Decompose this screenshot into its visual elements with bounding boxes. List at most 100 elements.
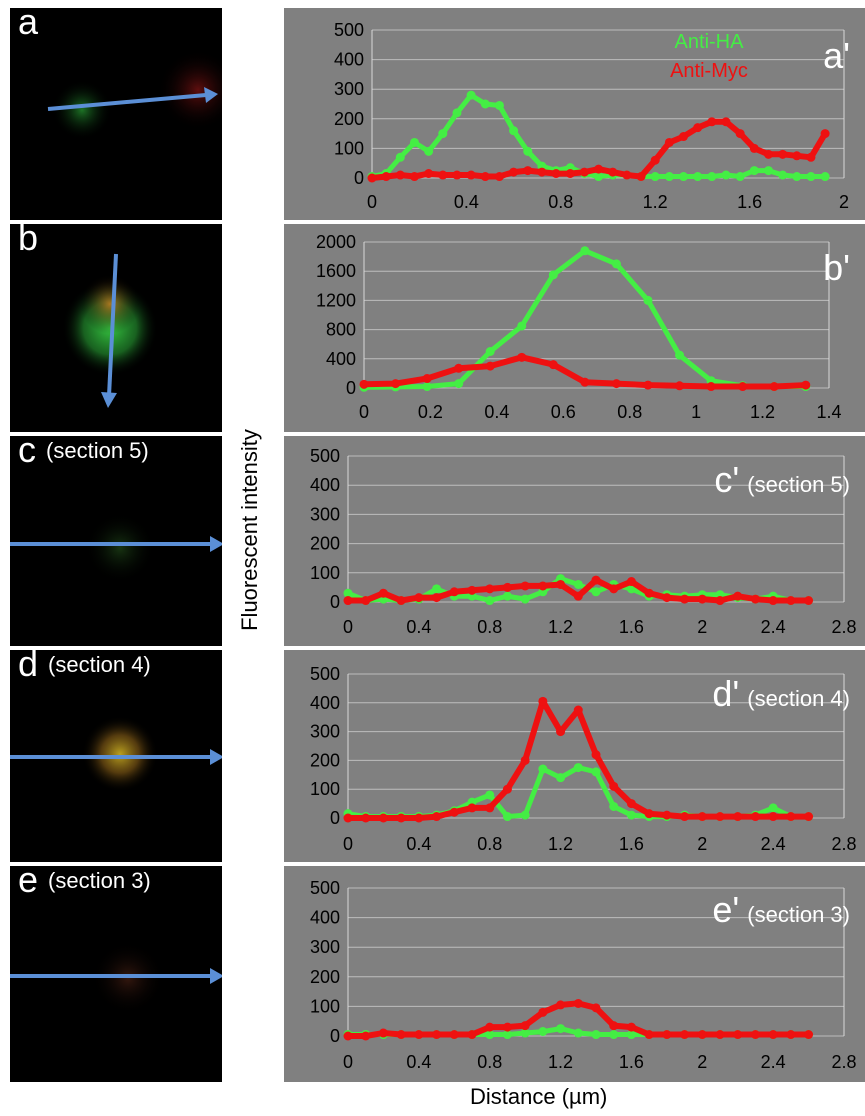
data-point-anti-ha [548, 270, 558, 280]
y-tick-label: 400 [334, 50, 364, 70]
data-point-anti-ha [675, 350, 685, 360]
x-tick-label: 1.6 [619, 617, 644, 637]
chart-panel-label: b' [823, 247, 850, 288]
data-point-anti-ha [768, 803, 778, 813]
x-tick-label: 2.4 [761, 834, 786, 854]
y-tick-label: 1200 [316, 290, 356, 310]
data-point-anti-ha [494, 100, 504, 110]
line-chart-e: 0 100 200 300 400 500 0 0.4 0.8 1.2 1.6 2 2.4 2.8 e' (s… [310, 878, 857, 1072]
y-tick-label: 300 [310, 937, 340, 957]
x-tick-label: 2 [839, 192, 849, 212]
x-tick-label: 2 [697, 1052, 707, 1072]
x-tick-label: 1.4 [816, 402, 841, 422]
data-point-anti-myc [611, 379, 621, 389]
micro-panel-b: b [10, 224, 222, 432]
data-point-anti-myc [454, 363, 464, 373]
data-point-anti-myc [735, 129, 745, 139]
data-point-anti-ha [573, 1028, 583, 1038]
data-point-anti-myc [396, 813, 406, 823]
y-tick-label: 2000 [316, 232, 356, 252]
data-point-anti-ha [556, 1024, 566, 1034]
x-tick-label: 2.4 [761, 617, 786, 637]
data-point-anti-myc [664, 137, 674, 147]
y-tick-label: 400 [310, 475, 340, 495]
x-tick-label: 1.2 [643, 192, 668, 212]
data-point-anti-myc [485, 803, 495, 813]
panel-label-b: b [18, 224, 39, 258]
data-point-anti-myc [395, 170, 405, 180]
data-point-anti-ha [778, 170, 788, 180]
data-point-anti-myc [414, 593, 424, 603]
line-chart-a: 0 100 200 300 400 500 0 0.4 0.8 1.2 1.6 2 a' Anti-HA A… [334, 20, 850, 212]
y-tick-label: 200 [310, 967, 340, 987]
data-point-anti-myc [804, 596, 814, 606]
data-point-anti-myc [721, 117, 731, 127]
data-point-anti-ha [693, 172, 703, 182]
data-point-anti-myc [579, 167, 589, 177]
y-tick-label: 100 [310, 563, 340, 583]
data-point-anti-myc [467, 585, 477, 595]
data-point-anti-ha [556, 773, 566, 783]
data-point-anti-myc [768, 812, 778, 822]
data-point-anti-ha [432, 584, 442, 594]
x-tick-label: 1 [691, 402, 701, 422]
panel-label-e: e (section 3) [18, 866, 151, 900]
data-point-anti-ha [502, 812, 512, 822]
data-point-anti-myc [733, 591, 743, 601]
data-point-anti-myc [520, 755, 530, 765]
data-point-anti-myc [538, 1007, 548, 1017]
data-point-anti-ha [485, 790, 495, 800]
y-tick-label: 0 [330, 592, 340, 612]
data-point-anti-myc [786, 596, 796, 606]
data-point-anti-myc [438, 170, 448, 180]
data-point-anti-myc [343, 596, 353, 606]
data-point-anti-ha [664, 172, 674, 182]
data-point-anti-ha [520, 594, 530, 604]
x-tick-label: 0.6 [551, 402, 576, 422]
data-point-anti-myc [680, 1030, 690, 1040]
data-point-anti-ha [820, 172, 830, 182]
y-tick-label: 100 [310, 996, 340, 1016]
data-point-anti-myc [786, 1030, 796, 1040]
data-point-anti-myc [523, 166, 533, 176]
data-point-anti-ha [422, 382, 432, 392]
data-point-anti-myc [768, 1030, 778, 1040]
data-point-anti-myc [414, 813, 424, 823]
data-point-anti-myc [414, 1030, 424, 1040]
data-point-anti-myc [556, 727, 566, 737]
data-point-anti-myc [644, 1030, 654, 1040]
data-point-anti-ha [591, 587, 601, 597]
y-tick-label: 200 [334, 109, 364, 129]
panel-label-d: d (section 4) [18, 650, 151, 684]
data-point-anti-ha [485, 347, 495, 356]
data-point-anti-myc [644, 588, 654, 598]
data-point-anti-myc [485, 1022, 495, 1032]
x-tick-label: 0.8 [617, 402, 642, 422]
y-tick-label: 200 [310, 534, 340, 554]
data-point-anti-ha [735, 172, 745, 182]
data-point-anti-myc [626, 799, 636, 809]
data-point-anti-myc [707, 117, 717, 127]
data-point-anti-ha [438, 129, 448, 139]
data-point-anti-myc [591, 750, 601, 760]
data-point-anti-ha [523, 146, 533, 156]
plot-panel-e: 0 100 200 300 400 500 0 0.4 0.8 1.2 1.6 2 2.4 2.8 e' (s… [284, 866, 865, 1082]
data-point-anti-ha [502, 1030, 512, 1040]
data-point-anti-ha [792, 172, 802, 182]
data-point-anti-myc [556, 579, 566, 589]
data-point-anti-myc [697, 1030, 707, 1040]
data-point-anti-myc [343, 1031, 353, 1041]
data-point-anti-ha [485, 1030, 495, 1040]
data-point-anti-myc [609, 1021, 619, 1031]
y-tick-label: 0 [330, 1026, 340, 1046]
x-tick-label: 0.4 [406, 1052, 431, 1072]
data-point-anti-ha [573, 763, 583, 773]
data-point-anti-myc [820, 129, 830, 139]
data-point-anti-myc [738, 382, 748, 392]
data-point-anti-ha [611, 259, 621, 269]
legend-entry: Anti-HA [675, 31, 745, 53]
data-point-anti-myc [622, 170, 632, 180]
data-point-anti-myc [396, 1030, 406, 1040]
y-tick-label: 400 [310, 693, 340, 713]
data-point-anti-ha [679, 172, 689, 182]
